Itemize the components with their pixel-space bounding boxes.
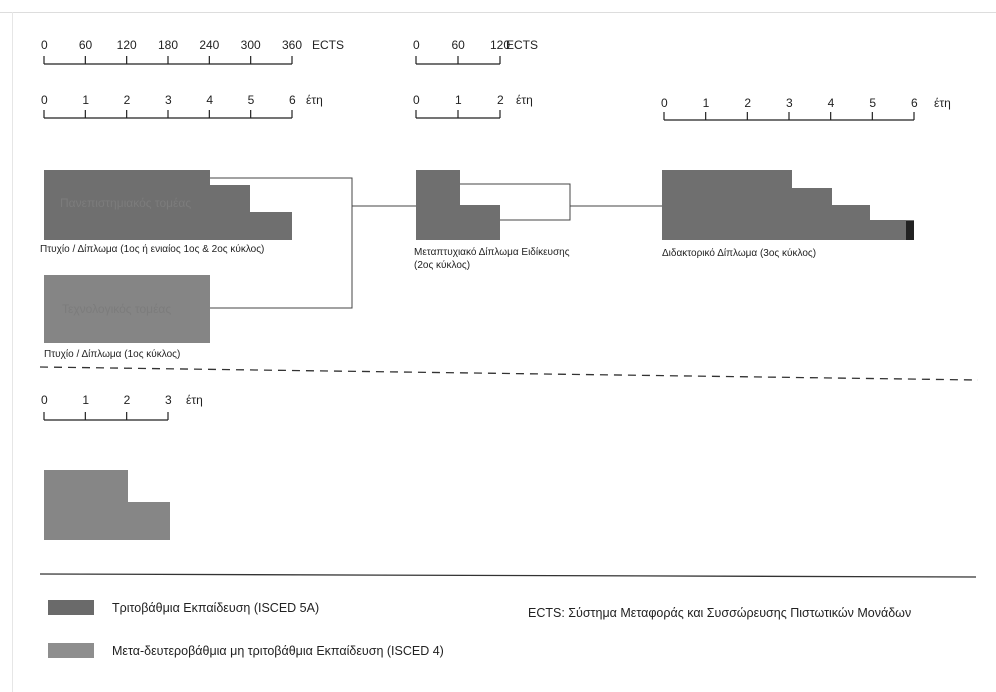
dashed-separator [39,366,979,381]
ruler-tick-label-years_1: 6 [289,93,296,107]
technological-caption: Πτυχίο / Δίπλωμα (1ος κύκλος) [44,349,181,360]
ruler-tick-label-ects_2: 0 [413,38,420,52]
ruler-tick-label-years_2: 1 [455,93,462,107]
ruler-tick-label-years_3: 1 [702,96,710,110]
doctorate-block [662,170,914,240]
doctorate-caption: Διδακτορικό Δίπλωμα (3ος κύκλος) [662,248,817,259]
ruler-tick-label-ects_1: 60 [78,38,93,52]
ruler-tick-label-years_2: 0 [413,93,420,107]
technological-block [44,275,210,343]
doctorate-marker [906,221,914,240]
years-unit-label-1: έτη [306,93,323,107]
ects-note: ECTS: Σύστημα Μεταφοράς και Συσσώρευσης … [528,606,912,620]
ruler-tick-label-years_3: 2 [744,96,752,110]
ruler-tick-label-ects_2: 60 [451,38,465,52]
page-border-left [12,12,13,692]
years-unit-label-2: έτη [516,93,533,107]
ruler-tick-label-years_3: 0 [661,96,668,110]
ruler-tick-label-years_4: 2 [123,393,131,407]
ruler-tick-label-years_1: 0 [41,93,48,107]
years-unit-label-4: έτη [186,393,203,407]
ruler-tick-label-years_3: 3 [786,96,793,110]
ruler-tick-label-years_1: 1 [82,93,90,107]
masters-caption-line2: (2ος κύκλος) [414,260,471,271]
technological-sector-label: Τεχνολογικός τομέας [62,302,172,316]
ruler-tick-label-years_2: 2 [497,93,504,107]
legend-swatch-post-secondary [48,643,94,658]
ruler-tick-label-ects_1: 180 [158,38,179,52]
ruler-tick-label-years_1: 3 [165,93,172,107]
ruler-tick-label-years_4: 3 [165,393,172,407]
connector-lines [210,177,662,309]
ruler-tick-label-years_4: 1 [82,393,90,407]
ruler-tick-label-years_1: 5 [247,93,255,107]
university-caption: Πτυχίο / Δίπλωμα (1ος ή ενιαίος 1ος & 2ο… [40,244,265,255]
ruler-tick-label-ects_1: 0 [41,38,48,52]
ects-unit-label-1: ECTS [312,38,345,52]
legend-post-secondary-label: Μετα-δευτεροβάθμια μη τριτοβάθμια Εκπαίδ… [112,644,444,658]
years-unit-label-3: έτη [934,96,951,110]
ects-unit-label-2: ECTS [506,38,539,52]
page-border-top [0,12,996,13]
legend-tertiary-label: Τριτοβάθμια Εκπαίδευση (ISCED 5A) [112,601,320,615]
masters-caption-line1: Μεταπτυχιακό Δίπλωμα Ειδίκευσης [414,247,570,258]
ruler-tick-label-ects_1: 120 [116,38,137,52]
ruler-tick-label-ects_1: 240 [199,38,220,52]
legend-separator [39,573,977,578]
masters-block [416,170,500,240]
legend-swatch-tertiary [48,600,94,615]
ruler-tick-label-years_1: 4 [206,93,214,107]
ruler-tick-label-ects_2: 120 [490,38,511,52]
ruler-tick-label-years_1: 2 [123,93,131,107]
scale-rulers [43,56,915,421]
ruler-tick-label-ects_1: 300 [240,38,261,52]
isced4-block [44,470,170,540]
ruler-tick-label-years_3: 6 [911,96,918,110]
ruler-tick-label-years_4: 0 [41,393,48,407]
ruler-tick-label-years_3: 5 [869,96,877,110]
ruler-tick-label-ects_1: 360 [282,38,303,52]
university-sector-label: Πανεπιστημιακός τομέας [60,196,192,210]
university-block [44,170,292,240]
ruler-tick-label-years_3: 4 [827,96,835,110]
